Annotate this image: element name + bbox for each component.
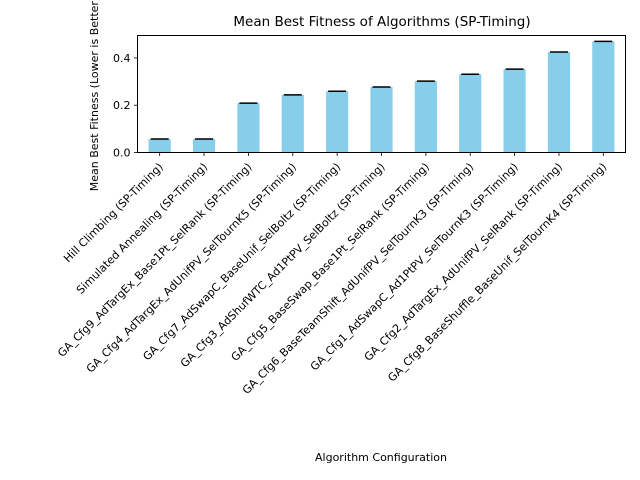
y-tick-label: 0.4 xyxy=(113,52,131,65)
x-tick-label: GA_Cfg4_AdTargEx_AdUnifPV_SelTournK5 (SP… xyxy=(84,160,299,375)
y-axis: 0.0 0.2 0.4 xyxy=(113,52,138,160)
x-axis-label: Algorithm Configuration xyxy=(315,451,447,464)
bar xyxy=(592,41,615,153)
bar xyxy=(148,139,171,153)
bar xyxy=(414,81,437,153)
x-tick-label: GA_Cfg3_AdShufWTC_Ad1PtPV_SelBoltz (SP-T… xyxy=(178,160,388,370)
errorbars-group xyxy=(150,40,613,140)
bar xyxy=(370,87,393,153)
bar xyxy=(237,103,260,153)
y-tick-label: 0.0 xyxy=(113,147,131,160)
bar xyxy=(192,139,216,153)
bar xyxy=(503,69,526,153)
bar xyxy=(547,52,571,153)
x-tick-label: GA_Cfg1_AdSwapC_Ad1PtPV_SelTournK3 (SP-T… xyxy=(308,160,521,373)
bar xyxy=(459,74,482,153)
y-axis-label: Mean Best Fitness (Lower is Better) xyxy=(88,0,101,191)
y-tick-label: 0.2 xyxy=(113,99,131,112)
bar xyxy=(281,94,304,153)
bars-group xyxy=(148,41,615,153)
bar xyxy=(326,91,349,153)
x-axis: Hill Climbing (SP-Timing)Simulated Annea… xyxy=(55,152,609,397)
x-tick-label: GA_Cfg8_BaseShuffle_BaseUnif_SelTournK4 … xyxy=(385,160,609,384)
chart-title: Mean Best Fitness of Algorithms (SP-Timi… xyxy=(233,14,530,30)
